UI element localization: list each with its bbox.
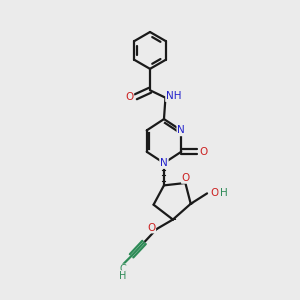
Text: N: N (177, 125, 185, 135)
Text: O: O (210, 188, 219, 198)
Text: NH: NH (166, 91, 182, 101)
Text: O: O (147, 223, 155, 232)
Text: H: H (220, 188, 227, 198)
Text: O: O (182, 173, 190, 183)
Text: N: N (160, 158, 168, 168)
Text: O: O (125, 92, 133, 102)
Text: O: O (199, 147, 207, 157)
Text: H: H (119, 271, 126, 281)
Text: C: C (119, 265, 126, 275)
